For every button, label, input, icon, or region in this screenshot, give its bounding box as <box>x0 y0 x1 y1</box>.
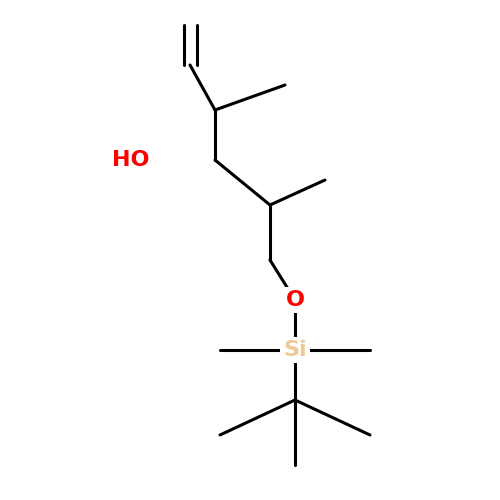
Text: O: O <box>286 290 304 310</box>
Text: HO: HO <box>112 150 150 170</box>
Text: Si: Si <box>283 340 307 360</box>
